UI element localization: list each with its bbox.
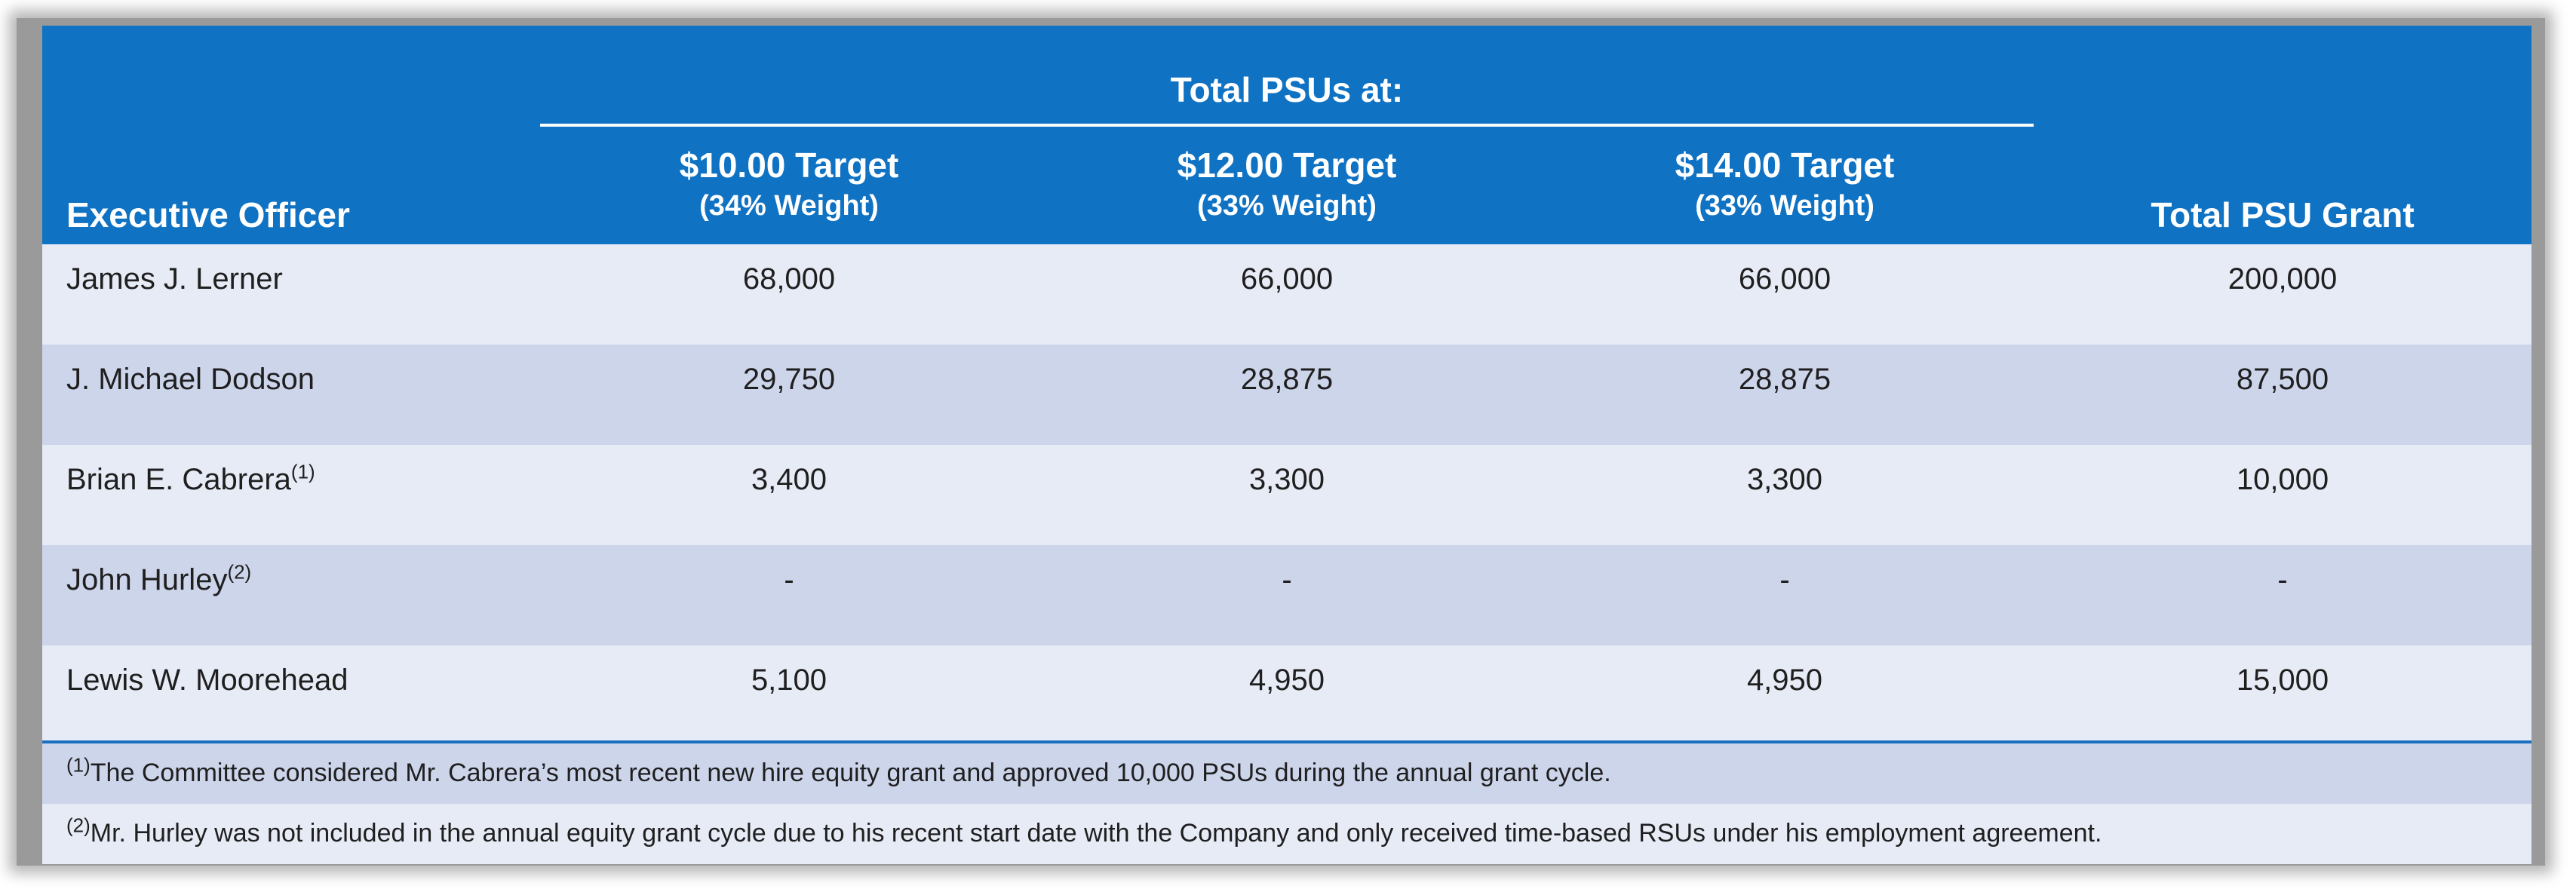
target-weight: (33% Weight) bbox=[1695, 190, 1874, 222]
table-row: James J. Lerner 68,000 66,000 66,000 200… bbox=[42, 244, 2531, 345]
footnote-marker: (2) bbox=[227, 560, 252, 584]
psu-value-target-14: 28,875 bbox=[1738, 363, 1831, 396]
psu-grant-table: Total PSUs at: Executive Officer $10.00 … bbox=[42, 26, 2531, 864]
table-row: J. Michael Dodson 29,750 28,875 28,875 8… bbox=[42, 345, 2531, 445]
group-header-rule bbox=[540, 124, 2034, 127]
footnote-text: Mr. Hurley was not included in the annua… bbox=[90, 819, 2102, 848]
group-header: Total PSUs at: bbox=[1170, 70, 1404, 109]
footnote-marker: (1) bbox=[290, 460, 315, 483]
table-header: Total PSUs at: Executive Officer $10.00 … bbox=[42, 26, 2531, 244]
table-row: Lewis W. Moorehead 5,100 4,950 4,950 15,… bbox=[42, 645, 2531, 746]
column-header-target-14: $14.00 Target (33% Weight) bbox=[1536, 143, 2034, 225]
psu-value-target-12: - bbox=[1282, 563, 1292, 596]
footnote-2: (2)Mr. Hurley was not included in the an… bbox=[42, 804, 2531, 864]
psu-value-target-14: 66,000 bbox=[1738, 262, 1831, 296]
executive-name: James J. Lerner bbox=[66, 262, 283, 296]
psu-value-target-12: 66,000 bbox=[1240, 262, 1334, 296]
column-header-target-12: $12.00 Target (33% Weight) bbox=[1038, 143, 1536, 225]
footnote-1: (1)The Committee considered Mr. Cabrera’… bbox=[42, 743, 2531, 804]
table-row: John Hurley(2) - - - - bbox=[42, 545, 2531, 645]
column-header-target-10: $10.00 Target (34% Weight) bbox=[540, 143, 1038, 225]
footnote-marker: (1) bbox=[66, 753, 91, 777]
psu-value-target-10: - bbox=[784, 563, 794, 596]
executive-name: Brian E. Cabrera(1) bbox=[66, 460, 315, 496]
footnote-marker: (2) bbox=[66, 814, 91, 837]
psu-value-target-10: 5,100 bbox=[751, 664, 827, 697]
psu-value-target-10: 29,750 bbox=[742, 363, 836, 396]
executive-name: Lewis W. Moorehead bbox=[66, 664, 348, 697]
psu-total-grant: 15,000 bbox=[2236, 664, 2329, 697]
psu-total-grant: - bbox=[2277, 563, 2288, 596]
psu-value-target-12: 4,950 bbox=[1248, 664, 1325, 697]
target-weight: (33% Weight) bbox=[1197, 190, 1377, 222]
footnote-text: The Committee considered Mr. Cabrera’s m… bbox=[90, 759, 1611, 787]
column-header-executive-officer: Executive Officer bbox=[66, 195, 350, 235]
psu-total-grant: 10,000 bbox=[2236, 463, 2329, 496]
executive-name: J. Michael Dodson bbox=[66, 363, 315, 396]
psu-value-target-12: 28,875 bbox=[1240, 363, 1334, 396]
psu-value-target-14: 4,950 bbox=[1746, 664, 1823, 697]
psu-total-grant: 87,500 bbox=[2236, 363, 2329, 396]
column-header-total-psu-grant: Total PSU Grant bbox=[2151, 195, 2415, 235]
psu-value-target-14: 3,300 bbox=[1746, 463, 1823, 496]
psu-value-target-10: 3,400 bbox=[751, 463, 827, 496]
psu-total-grant: 200,000 bbox=[2228, 262, 2338, 296]
psu-value-target-14: - bbox=[1779, 563, 1790, 596]
target-weight: (34% Weight) bbox=[699, 190, 879, 222]
psu-value-target-12: 3,300 bbox=[1248, 463, 1325, 496]
executive-name: John Hurley(2) bbox=[66, 560, 252, 596]
psu-value-target-10: 68,000 bbox=[742, 262, 836, 296]
target-title: $10.00 Target bbox=[679, 146, 899, 185]
table-row: Brian E. Cabrera(1) 3,400 3,300 3,300 10… bbox=[42, 445, 2531, 545]
target-title: $14.00 Target bbox=[1675, 146, 1895, 185]
footnote-divider bbox=[42, 740, 2531, 743]
target-title: $12.00 Target bbox=[1177, 146, 1397, 185]
